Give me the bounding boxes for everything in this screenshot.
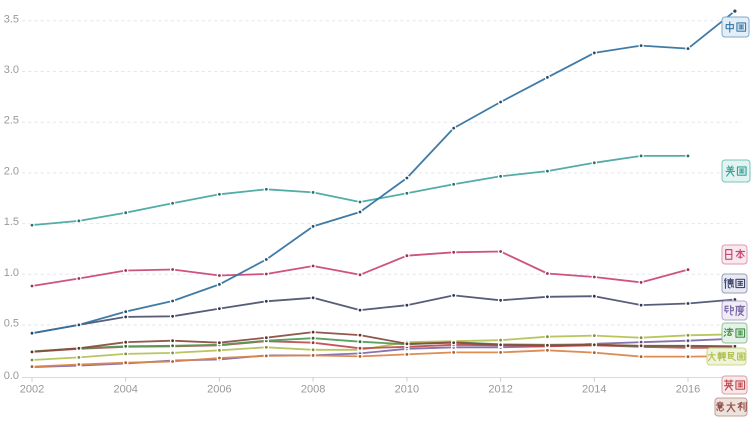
svg-text:2008: 2008: [301, 384, 325, 396]
svg-text:2016: 2016: [676, 384, 700, 396]
svg-text:3.5: 3.5: [4, 13, 19, 25]
svg-text:2.0: 2.0: [4, 165, 19, 177]
svg-text:0.5: 0.5: [4, 318, 19, 330]
svg-text:2.5: 2.5: [4, 115, 19, 127]
svg-text:2014: 2014: [582, 384, 606, 396]
svg-text:0.0: 0.0: [4, 370, 19, 382]
svg-text:2004: 2004: [113, 384, 137, 396]
svg-text:2006: 2006: [207, 384, 231, 396]
svg-text:2002: 2002: [20, 384, 44, 396]
svg-text:1.5: 1.5: [4, 216, 19, 228]
svg-text:2012: 2012: [488, 384, 512, 396]
svg-text:3.0: 3.0: [4, 64, 19, 76]
svg-text:2010: 2010: [395, 384, 419, 396]
svg-text:1.0: 1.0: [4, 267, 19, 279]
